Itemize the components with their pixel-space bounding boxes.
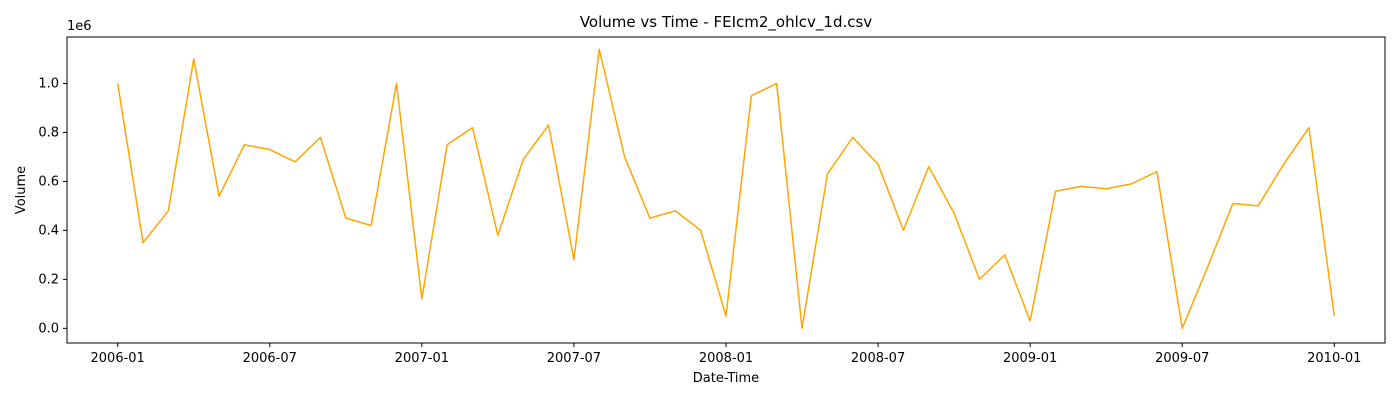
x-tick-label: 2010-01 (1307, 351, 1361, 366)
chart-title: Volume vs Time - FEIcm2_ohlcv_1d.csv (580, 13, 872, 32)
y-axis-label: Volume (14, 166, 29, 214)
x-tick-label: 2008-07 (851, 351, 905, 366)
y-tick-label: 0.8 (38, 125, 59, 140)
y-tick-label: 1.0 (38, 77, 59, 92)
y-tick-label: 0.2 (38, 272, 59, 287)
x-tick-label: 2006-07 (243, 351, 297, 366)
x-tick-label: 2006-01 (91, 351, 145, 366)
x-tick-label: 2009-07 (1155, 351, 1209, 366)
x-axis-label: Date-Time (693, 371, 759, 386)
y-offset-label: 1e6 (67, 19, 92, 34)
x-tick-label: 2009-01 (1003, 351, 1057, 366)
x-tick-label: 2007-01 (395, 351, 449, 366)
y-tick-label: 0.4 (38, 223, 59, 238)
x-tick-label: 2008-01 (699, 351, 753, 366)
y-tick-label: 0.0 (38, 321, 59, 336)
plot-frame (66, 36, 1386, 344)
x-tick-label: 2007-07 (547, 351, 601, 366)
y-tick-label: 0.6 (38, 174, 59, 189)
line-series (116, 48, 1336, 330)
